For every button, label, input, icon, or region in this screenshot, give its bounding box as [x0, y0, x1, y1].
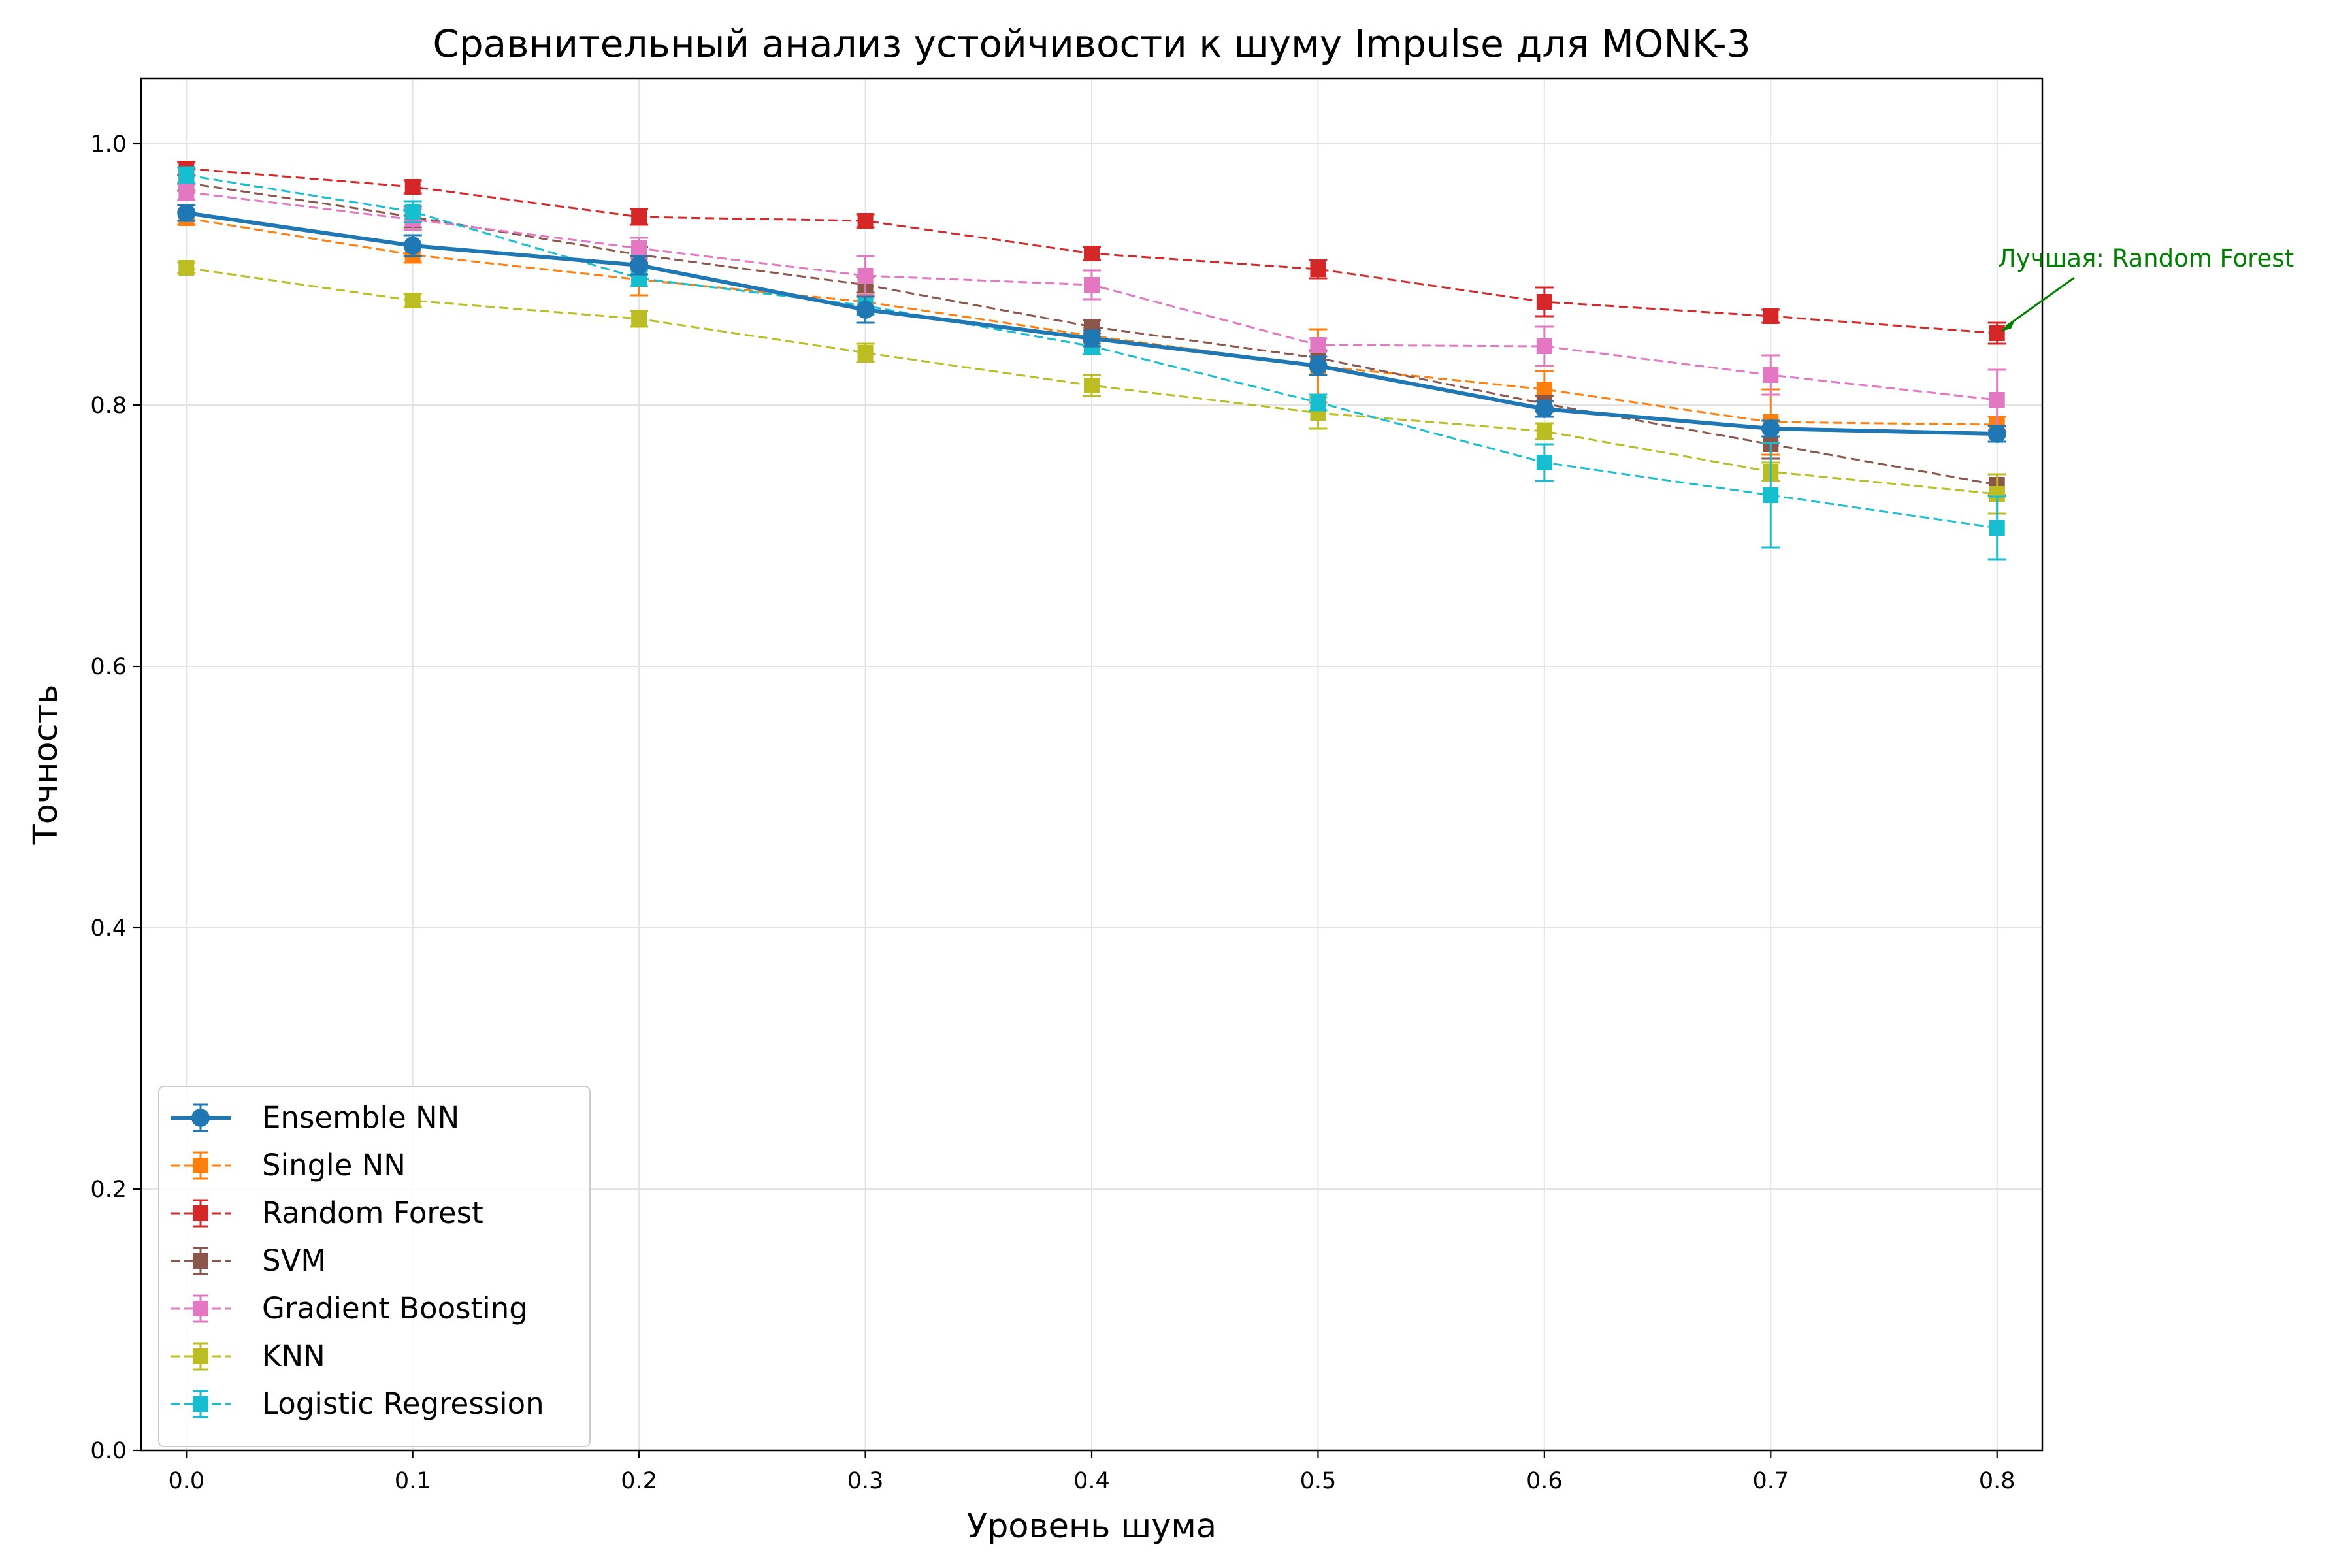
legend-marker: [193, 1301, 208, 1316]
legend-label: Single NN: [262, 1148, 406, 1183]
annotation-arrow-head: [1999, 319, 2016, 332]
y-tick-label: 0.2: [90, 1177, 127, 1203]
data-point: [404, 293, 421, 308]
legend-label: Random Forest: [262, 1196, 483, 1230]
data-point: [178, 167, 195, 183]
legend-marker: [193, 1253, 208, 1269]
series-ensemble-nn: [177, 204, 2006, 443]
x-tick-label: 0.1: [395, 1468, 431, 1494]
x-tick-label: 0.8: [1979, 1468, 2016, 1494]
data-point: [1535, 400, 1554, 418]
data-point: [1763, 367, 1779, 383]
data-point: [1989, 392, 2005, 408]
x-tick-label: 0.6: [1526, 1468, 1563, 1494]
x-tick-label: 0.0: [168, 1468, 204, 1494]
annotation-text: Лучшая: Random Forest: [1998, 244, 2294, 272]
legend-marker: [193, 1205, 208, 1221]
data-point: [1083, 329, 1101, 348]
data-point: [1084, 246, 1100, 261]
y-tick-label: 0.8: [90, 393, 127, 419]
x-tick-label: 0.4: [1073, 1468, 1110, 1494]
y-tick-label: 0.4: [90, 915, 127, 941]
legend: Ensemble NN Single NN Random Forest SVM Grad…: [158, 1086, 591, 1447]
data-point: [404, 179, 421, 195]
data-point: [178, 260, 195, 276]
data-point: [403, 237, 422, 255]
legend-entry: KNN: [171, 1339, 325, 1373]
legend-entry: Ensemble NN: [171, 1100, 459, 1135]
data-point: [177, 204, 196, 222]
data-point: [1310, 261, 1326, 277]
data-point: [856, 301, 875, 319]
x-tick-label: 0.5: [1300, 1468, 1337, 1494]
data-point: [1310, 395, 1326, 410]
data-point: [1536, 423, 1552, 439]
y-axis-label: Точность: [27, 685, 65, 845]
data-point: [1536, 294, 1552, 310]
series-knn: [177, 260, 2006, 515]
y-tick-label: 1.0: [90, 131, 127, 157]
data-point: [857, 213, 874, 229]
data-point: [1309, 357, 1328, 375]
data-point: [1987, 425, 2006, 443]
plot-frame: [140, 77, 2044, 1452]
data-point: [1084, 277, 1100, 293]
data-point: [1763, 487, 1779, 503]
x-tick-label: 0.3: [847, 1468, 884, 1494]
data-point: [1761, 419, 1780, 438]
legend-marker: [191, 1109, 210, 1127]
legend-label: SVM: [262, 1243, 326, 1278]
data-point: [1536, 382, 1552, 397]
data-point: [404, 204, 421, 220]
legend-marker: [193, 1396, 208, 1412]
series-group: [177, 161, 2006, 561]
legend-marker: [193, 1348, 208, 1364]
legend-entry: SVM: [171, 1243, 326, 1278]
legend-box: [158, 1086, 591, 1447]
data-point: [631, 209, 647, 225]
best-model-annotation: Лучшая: Random Forest: [1998, 244, 2294, 332]
legend-label: Ensemble NN: [262, 1100, 459, 1135]
x-tick-label: 0.7: [1752, 1468, 1789, 1494]
data-point: [630, 256, 649, 274]
data-point: [631, 311, 647, 327]
legend-entry: Single NN: [171, 1148, 406, 1183]
data-point: [1989, 520, 2005, 536]
data-point: [1536, 455, 1552, 470]
legend-entry: Gradient Boosting: [171, 1291, 528, 1326]
chart-title: Сравнительный анализ устойчивости к шуму…: [433, 22, 1750, 66]
x-axis: 0.0 0.1 0.2 0.3 0.4 0.5 0.6 0.7 0.8: [168, 1450, 2016, 1494]
data-point: [1763, 308, 1779, 324]
legend-entry: Logistic Regression: [171, 1386, 544, 1421]
legend-label: KNN: [262, 1339, 325, 1373]
x-tick-label: 0.2: [621, 1468, 657, 1494]
legend-entry: Random Forest: [171, 1196, 483, 1230]
y-tick-label: 0.6: [90, 654, 127, 680]
y-axis: 0.0 0.2 0.4 0.6 0.8 1.0: [90, 131, 141, 1464]
annotation-arrow: [2005, 276, 2075, 328]
legend-label: Logistic Regression: [262, 1386, 544, 1421]
legend-marker: [193, 1158, 208, 1173]
data-point: [1989, 325, 2005, 341]
data-point: [1084, 378, 1100, 393]
data-point: [631, 240, 647, 256]
data-point: [1536, 338, 1552, 354]
data-point: [857, 345, 874, 361]
y-tick-label: 0.0: [90, 1438, 127, 1464]
x-axis-label: Уровень шума: [967, 1507, 1217, 1546]
data-point: [857, 268, 874, 284]
data-point: [178, 184, 195, 200]
data-point: [1310, 337, 1326, 353]
legend-label: Gradient Boosting: [262, 1291, 528, 1326]
